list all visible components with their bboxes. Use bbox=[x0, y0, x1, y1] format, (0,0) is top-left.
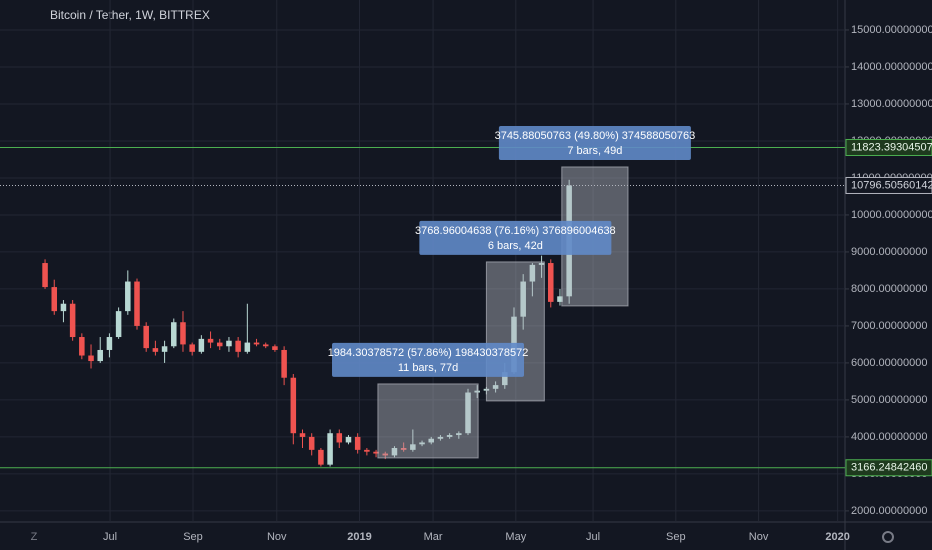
candle-body bbox=[410, 444, 416, 450]
candle-body bbox=[88, 355, 94, 362]
y-tick-label: 7000.00000000 bbox=[851, 320, 927, 332]
zoom-button[interactable]: Z bbox=[31, 531, 38, 543]
measure-label: 1984.30378572 (57.86%) 198430378572 bbox=[328, 347, 529, 359]
candle-body bbox=[171, 322, 177, 347]
candle-body bbox=[465, 392, 471, 434]
price-level-label: 3166.24842460 bbox=[851, 462, 927, 474]
price-level-label: 10796.50560142 bbox=[851, 179, 932, 191]
candle-body bbox=[281, 349, 287, 378]
candle-body bbox=[143, 325, 149, 349]
candle-body bbox=[216, 342, 223, 347]
price-level-label: 11823.39304507 bbox=[851, 141, 932, 153]
candle-body bbox=[180, 322, 186, 345]
measure-detail: 6 bars, 42d bbox=[488, 240, 543, 252]
candle-body bbox=[235, 340, 241, 352]
candle-body bbox=[226, 340, 232, 347]
measure-box bbox=[485, 261, 545, 402]
candle-body bbox=[198, 338, 205, 352]
candle-body bbox=[262, 344, 269, 347]
candle-body bbox=[382, 453, 389, 456]
candle-body bbox=[79, 337, 85, 356]
x-tick-label: Nov bbox=[267, 531, 287, 543]
measure-label-box bbox=[498, 125, 691, 160]
candle-body bbox=[354, 436, 361, 450]
y-tick-label: 15000.00000000 bbox=[851, 24, 932, 36]
candle-body bbox=[60, 303, 67, 312]
measure-label: 3768.96004638 (76.16%) 376896004638 bbox=[415, 225, 616, 237]
candle-body bbox=[419, 442, 425, 445]
candle-body bbox=[373, 451, 379, 454]
candle-body bbox=[446, 435, 453, 437]
measure-detail: 11 bars, 77d bbox=[398, 362, 458, 374]
candle-body bbox=[437, 436, 444, 439]
measure-label-box bbox=[419, 220, 612, 255]
candle-body bbox=[51, 287, 58, 312]
y-tick-label: 2000.00000000 bbox=[851, 505, 927, 517]
candle-body bbox=[244, 342, 251, 352]
settings-icon[interactable] bbox=[882, 531, 894, 543]
candle-body bbox=[529, 264, 536, 282]
y-tick-label: 10000.00000000 bbox=[851, 209, 932, 221]
candle-body bbox=[548, 263, 554, 302]
x-tick-label: 2020 bbox=[825, 531, 849, 543]
candle-body bbox=[253, 342, 260, 345]
candle-body bbox=[152, 348, 159, 352]
candle-body bbox=[345, 436, 352, 443]
y-tick-label: 8000.00000000 bbox=[851, 283, 927, 295]
candle-body bbox=[189, 344, 195, 352]
candle-body bbox=[456, 433, 462, 436]
x-tick-label: May bbox=[505, 531, 526, 543]
candle-body bbox=[538, 263, 545, 265]
y-tick-label: 5000.00000000 bbox=[851, 394, 927, 406]
x-tick-label: Sep bbox=[666, 531, 686, 543]
candle-body bbox=[492, 385, 499, 389]
price-level-tag bbox=[845, 138, 932, 156]
candle-body bbox=[134, 281, 140, 326]
x-tick-label: Jul bbox=[586, 531, 600, 543]
x-tick-label: Mar bbox=[424, 531, 443, 543]
measure-label-box bbox=[332, 342, 525, 377]
candle-body bbox=[474, 390, 480, 393]
candle-body bbox=[272, 346, 278, 350]
candle-body bbox=[42, 263, 48, 288]
candle-body bbox=[400, 448, 407, 450]
candle-body bbox=[97, 349, 103, 362]
candle-body bbox=[161, 346, 168, 352]
candle-body bbox=[557, 296, 563, 302]
candle-body bbox=[290, 377, 297, 434]
x-tick-label: 2019 bbox=[347, 531, 371, 543]
candle-body bbox=[327, 433, 333, 465]
candle-body bbox=[502, 372, 508, 386]
measure-label: 3745.88050763 (49.80%) 374588050763 bbox=[495, 130, 696, 142]
candle-body bbox=[364, 449, 370, 452]
chart-title: Bitcoin / Tether, 1W, BITTREX bbox=[50, 8, 210, 22]
measure-box bbox=[377, 383, 479, 459]
candle-body bbox=[115, 311, 122, 338]
x-tick-label: Jul bbox=[103, 531, 117, 543]
price-level-tag bbox=[845, 459, 932, 477]
candle-body bbox=[69, 303, 76, 338]
y-tick-label: 13000.00000000 bbox=[851, 98, 932, 110]
candle-body bbox=[299, 433, 306, 437]
x-tick-label: Sep bbox=[183, 531, 203, 543]
candle-body bbox=[308, 436, 315, 450]
y-tick-label: 9000.00000000 bbox=[851, 246, 927, 258]
candle-body bbox=[207, 338, 214, 343]
price-level-tag bbox=[845, 176, 932, 194]
candle-body bbox=[428, 438, 434, 443]
measure-detail: 7 bars, 49d bbox=[567, 145, 622, 157]
y-tick-label: 4000.00000000 bbox=[851, 431, 927, 443]
y-tick-label: 6000.00000000 bbox=[851, 357, 927, 369]
candle-body bbox=[125, 281, 131, 312]
candle-body bbox=[336, 433, 343, 443]
y-tick-label: 14000.00000000 bbox=[851, 61, 932, 73]
x-tick-label: Nov bbox=[749, 531, 769, 543]
candle-body bbox=[318, 449, 324, 465]
candle-body bbox=[106, 337, 113, 350]
candle-body bbox=[391, 448, 398, 456]
candle-body bbox=[520, 281, 526, 317]
